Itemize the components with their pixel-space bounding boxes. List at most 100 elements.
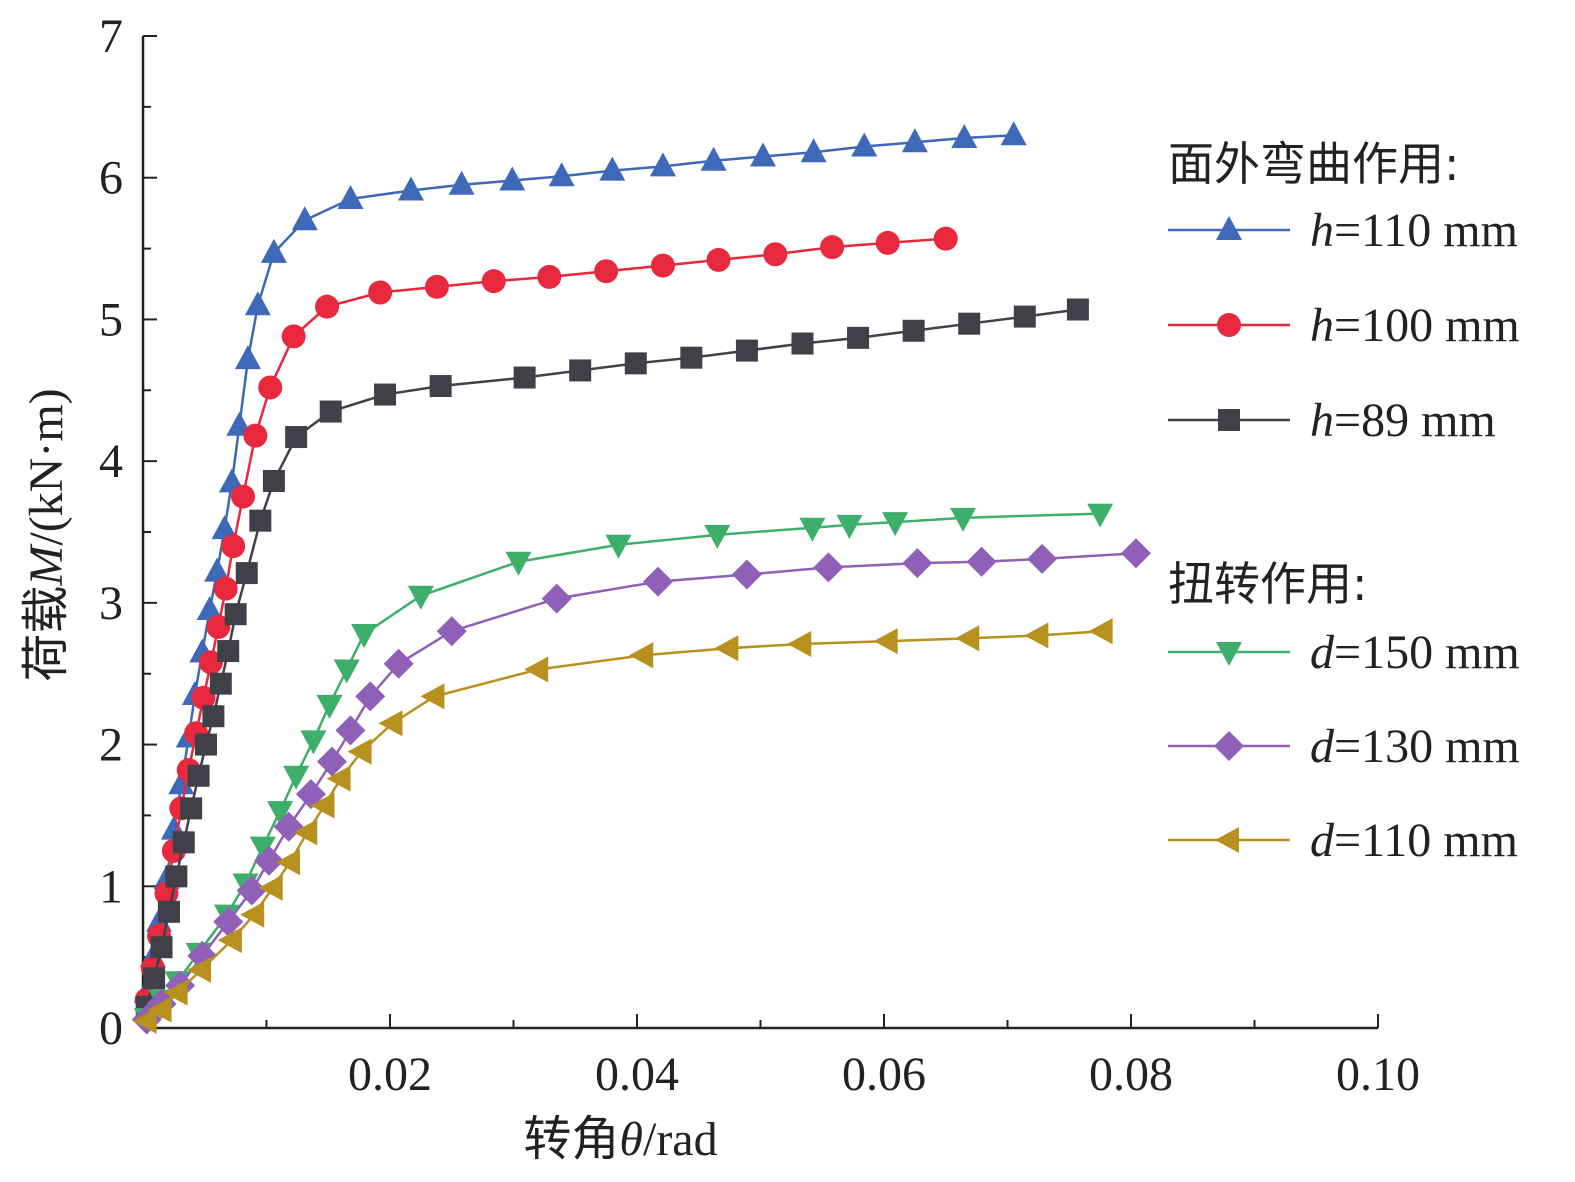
data-point	[537, 264, 562, 289]
series-line	[145, 512, 1101, 1019]
y-tick-label: 3	[99, 577, 123, 630]
legend-item: d=110 mm	[1168, 814, 1518, 867]
data-point	[258, 874, 283, 901]
data-point	[213, 576, 238, 601]
data-point	[933, 226, 958, 251]
legend-label: d=110 mm	[1310, 814, 1518, 867]
data-point	[397, 176, 424, 201]
data-point	[180, 797, 203, 820]
data-point	[231, 484, 256, 509]
legend-marker	[1214, 731, 1244, 761]
x-axis-title: 转角θ/rad	[523, 1113, 717, 1166]
data-point	[204, 557, 231, 582]
data-point	[787, 630, 812, 657]
data-point	[198, 650, 223, 675]
data-point	[383, 648, 414, 679]
data-point	[650, 253, 675, 278]
y-tick-label: 1	[99, 860, 123, 913]
data-point	[513, 366, 536, 389]
data-point	[1013, 305, 1036, 328]
data-point	[240, 901, 265, 928]
legend-label: h=100 mm	[1310, 299, 1520, 352]
data-point	[315, 294, 340, 319]
data-point	[143, 967, 166, 990]
legend-label: d=130 mm	[1310, 720, 1520, 773]
data-point	[851, 132, 878, 157]
data-point	[235, 562, 258, 585]
data-point	[291, 206, 318, 231]
legend-group-title: 扭转作用:	[1168, 557, 1368, 611]
data-point	[217, 640, 240, 663]
data-point	[273, 811, 304, 842]
data-point	[335, 715, 366, 746]
legend-label: h=89 mm	[1310, 394, 1496, 447]
data-point	[714, 635, 739, 662]
data-point	[605, 534, 632, 559]
data-point	[326, 765, 351, 792]
y-tick-label: 6	[99, 152, 123, 205]
data-point	[594, 259, 619, 284]
data-point	[1066, 298, 1089, 321]
series-h-89-mm	[135, 298, 1089, 1018]
data-point	[1120, 538, 1151, 569]
data-point	[310, 792, 335, 819]
data-point	[368, 280, 393, 305]
data-point	[168, 770, 195, 795]
y-tick-label: 4	[99, 435, 123, 488]
x-tick-label: 0.10	[1336, 1048, 1420, 1101]
data-point	[436, 616, 467, 647]
chart-axes: 0.02 0.04 0.06 0.08 0.10 0 1 2 3 4 5 6 7 转角θ/rad 荷载M/(…	[20, 10, 1420, 1166]
data-point	[700, 146, 727, 171]
legend-label: h=110 mm	[1310, 204, 1518, 257]
data-point	[262, 469, 285, 492]
data-point	[234, 345, 261, 370]
data-point	[236, 875, 267, 906]
data-point	[347, 738, 372, 765]
x-tick-label: 0.02	[348, 1048, 432, 1101]
data-point	[548, 162, 575, 187]
data-point	[206, 614, 231, 639]
data-point	[202, 705, 225, 728]
data-point	[1088, 618, 1113, 645]
series-d-110-mm	[132, 618, 1113, 1034]
data-point	[147, 996, 172, 1023]
data-point	[836, 514, 863, 539]
data-point	[249, 836, 276, 861]
data-point	[902, 548, 933, 579]
y-axis-title: 荷载M/(kN·m)	[20, 388, 73, 681]
data-point	[629, 642, 654, 669]
series-d-150-mm	[133, 503, 1114, 1033]
data-point	[243, 423, 268, 448]
legend-marker	[1217, 313, 1241, 337]
data-point	[901, 128, 928, 153]
data-point	[875, 230, 900, 255]
data-point	[275, 849, 300, 876]
data-point	[351, 624, 378, 649]
data-point	[791, 332, 814, 355]
data-point	[800, 138, 827, 163]
data-point	[763, 242, 788, 267]
data-point	[958, 312, 981, 335]
data-point	[213, 906, 244, 937]
series-line	[145, 308, 1079, 1008]
y-tick-label: 7	[99, 10, 123, 63]
data-point	[378, 710, 403, 737]
data-point	[429, 375, 452, 398]
x-tick-label: 0.08	[1089, 1048, 1173, 1101]
data-point	[249, 509, 272, 532]
data-point	[966, 546, 997, 577]
legend-item: h=100 mm	[1168, 299, 1520, 352]
y-tick-label: 2	[99, 719, 123, 772]
data-point	[163, 979, 188, 1006]
data-point	[281, 324, 306, 349]
data-point	[873, 628, 898, 655]
data-point	[882, 512, 909, 537]
legend-item: d=130 mm	[1168, 720, 1520, 773]
data-point	[847, 326, 870, 349]
series-line	[145, 629, 1103, 1022]
data-point	[283, 765, 310, 790]
data-point	[165, 865, 188, 888]
data-point	[355, 681, 386, 712]
data-point	[499, 166, 526, 191]
